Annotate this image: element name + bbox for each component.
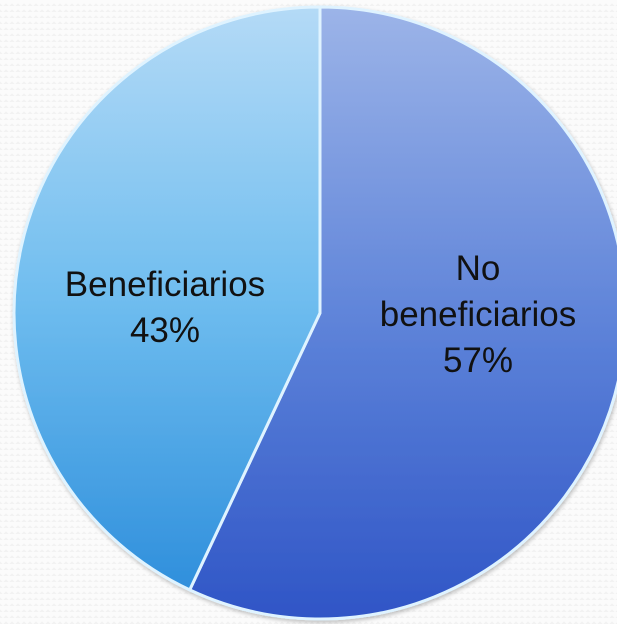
pie-slice-no-beneficiarios — [188, 5, 617, 621]
slice-value-label: 43% — [130, 311, 200, 350]
slice-category-label: No — [456, 249, 501, 288]
pie-slice-beneficiarios — [12, 5, 322, 592]
slice-value-label: 57% — [443, 341, 513, 380]
slice-category-label: Beneficiarios — [65, 265, 265, 304]
slice-label-beneficiarios: Beneficiarios 43% — [65, 265, 265, 350]
slice-label-no-beneficiarios: No beneficiarios 57% — [380, 249, 577, 380]
slice-category-label: beneficiarios — [380, 295, 577, 334]
